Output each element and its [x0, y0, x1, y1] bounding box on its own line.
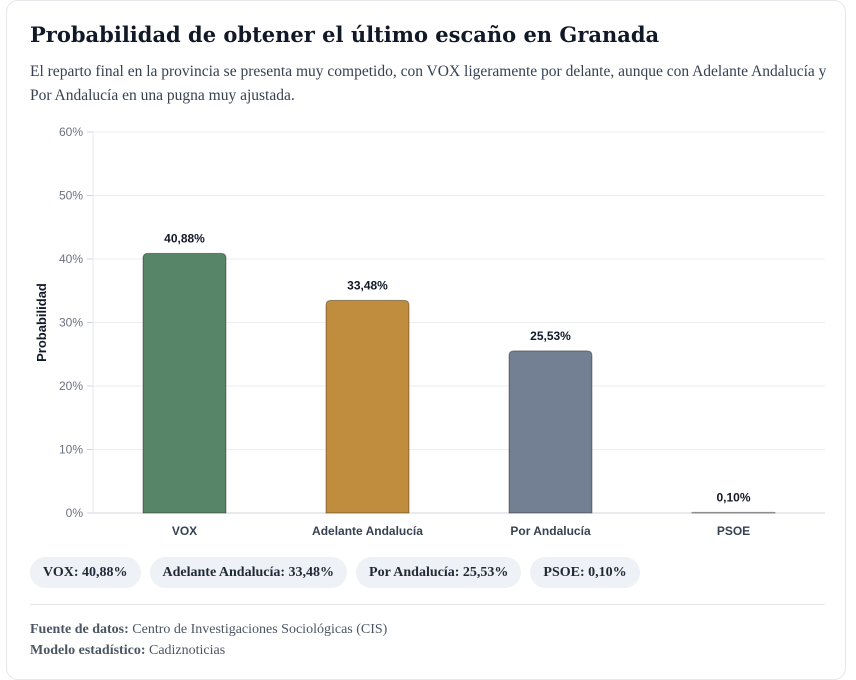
footer-divider: [30, 604, 825, 605]
source-value: Centro de Investigaciones Sociológicas (…: [132, 622, 388, 637]
chart-title: Probabilidad de obtener el último escaño…: [30, 22, 660, 47]
bar-value-label: 40,88%: [164, 231, 205, 245]
legend: VOX: 40,88% Adelante Andalucía: 33,48% P…: [30, 557, 640, 588]
bar-1: [325, 299, 410, 514]
y-tick-label: 50%: [59, 189, 83, 203]
y-tick-label: 40%: [59, 252, 83, 266]
legend-pill-vox: VOX: 40,88%: [30, 557, 141, 588]
x-tick-label: VOX: [172, 524, 197, 538]
legend-pill-adelante-andalucia: Adelante Andalucía: 33,48%: [149, 557, 348, 588]
x-tick-label: Por Andalucía: [510, 524, 591, 538]
chart-subtitle: El reparto final en la provincia se pres…: [30, 63, 827, 104]
x-tick-label: Adelante Andalucía: [312, 524, 423, 538]
legend-pill-por-andalucia: Por Andalucía: 25,53%: [356, 557, 522, 588]
bar-value-label: 25,53%: [530, 329, 571, 343]
y-tick-label: 60%: [59, 125, 83, 139]
y-tick-label: 20%: [59, 379, 83, 393]
source-line: Fuente de datos: Centro de Investigacion…: [30, 619, 387, 640]
source-label: Fuente de datos:: [30, 622, 129, 637]
bar-2: [508, 350, 593, 514]
x-tick-label: PSOE: [717, 524, 750, 538]
bar-0: [142, 252, 227, 514]
y-tick-label: 30%: [59, 316, 83, 330]
y-tick-label: 10%: [59, 443, 83, 457]
bar-3: [691, 511, 776, 514]
legend-pill-psoe: PSOE: 0,10%: [530, 557, 640, 588]
bar-value-label: 0,10%: [716, 490, 750, 504]
y-tick-label: 0%: [66, 506, 84, 520]
model-value: Cadiznoticias: [148, 643, 226, 658]
footer: Fuente de datos: Centro de Investigacion…: [30, 619, 387, 661]
model-line: Modelo estadístico: Cadiznoticias: [30, 640, 387, 661]
y-axis-title: Probabilidad: [34, 283, 49, 362]
bar-value-label: 33,48%: [347, 278, 388, 292]
model-label: Modelo estadístico:: [30, 643, 146, 658]
bar-chart: 0% 10% 20% 30% 40% 50% 60% Probabilidad 40,88% VO…: [34, 125, 825, 538]
